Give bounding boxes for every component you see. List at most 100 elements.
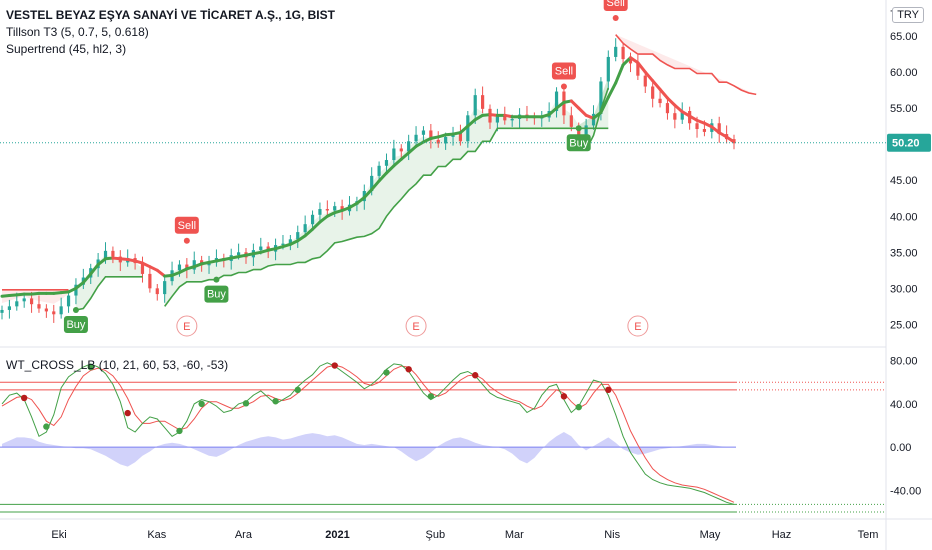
wt-cross-dot xyxy=(405,366,412,373)
time-axis-label: Ara xyxy=(235,529,253,541)
candle-body xyxy=(44,308,48,312)
candle-body xyxy=(444,136,448,144)
candle-body xyxy=(52,311,56,315)
wt-title[interactable]: WT_CROSS_LB (10, 21, 60, 53, -60, -53) xyxy=(6,358,229,372)
wt-cross-dot xyxy=(331,362,338,369)
candle-body xyxy=(466,115,470,142)
candle-body xyxy=(569,115,573,127)
candle-body xyxy=(628,59,633,64)
tillson-t3-segment xyxy=(651,79,662,91)
wt-histogram-area xyxy=(2,432,734,467)
candle-body xyxy=(155,288,159,295)
wt-cross-dot xyxy=(43,423,50,430)
candle-body xyxy=(296,232,300,240)
time-axis-label: Mar xyxy=(505,529,524,541)
wt-cross-dot xyxy=(242,400,250,407)
candle-body xyxy=(717,123,721,135)
wt-cross-dot xyxy=(198,400,205,408)
main-legend: VESTEL BEYAZ EŞYA SANAYİ VE TİCARET A.Ş.… xyxy=(6,8,335,56)
wt-cross-dot xyxy=(383,369,390,376)
candle-body xyxy=(37,304,41,309)
buy-signal-label: Buy xyxy=(569,137,588,149)
currency-badge[interactable]: TRY xyxy=(892,7,924,23)
candle-body xyxy=(584,125,588,143)
wt-cross-dot xyxy=(124,409,131,417)
candle-body xyxy=(22,298,26,302)
candle-body xyxy=(237,252,241,256)
last-price-badge xyxy=(887,133,931,152)
candle-body xyxy=(458,133,463,142)
candle-body xyxy=(111,250,115,257)
candle-body xyxy=(66,295,71,307)
candle-body xyxy=(429,130,433,140)
candle-body xyxy=(503,115,507,121)
candle-body xyxy=(680,111,684,120)
wt-cross-dot xyxy=(20,394,28,402)
time-axis-label: Tem xyxy=(858,529,879,541)
candle-body xyxy=(665,103,670,114)
price-tick-label: 40.00 xyxy=(890,211,918,223)
buy-signal-dot xyxy=(72,306,79,313)
sell-signal-badge xyxy=(551,62,576,80)
tillson-t3-segment xyxy=(384,164,396,175)
wt-cross-dot xyxy=(560,393,568,400)
sell-signal-badge xyxy=(174,216,199,234)
candle-body xyxy=(192,260,196,270)
tillson-t3-segment xyxy=(355,196,366,205)
sell-signal-dot xyxy=(183,237,190,244)
tillson-t3-segment xyxy=(643,70,655,83)
candle-body xyxy=(281,243,285,246)
candle-body xyxy=(177,264,182,271)
candle-body xyxy=(599,81,603,114)
wt-cross-dot xyxy=(472,372,479,379)
candle-body xyxy=(318,209,322,215)
candle-body xyxy=(606,56,610,82)
candle-body xyxy=(377,165,381,176)
price-tick-label: 60.00 xyxy=(890,67,918,79)
candle-body xyxy=(148,273,152,289)
candle-body xyxy=(29,298,34,305)
buy-signal-dot xyxy=(213,276,220,283)
wt-tick-label: 0.00 xyxy=(890,442,911,454)
candle-body xyxy=(614,46,618,57)
tillson-t3-segment xyxy=(658,87,669,100)
tillson-t3-segment xyxy=(311,220,322,231)
candle-body xyxy=(310,214,315,225)
supertrend-line xyxy=(164,127,609,307)
time-axis-label: Şub xyxy=(426,529,446,541)
tillson-t3-segment xyxy=(569,99,581,110)
candle-body xyxy=(695,123,699,130)
price-tick-label: 55.00 xyxy=(890,103,918,115)
indicator-tillson[interactable]: Tillson T3 (5, 0.7, 5, 0.618) xyxy=(6,25,149,39)
tillson-t3-segment xyxy=(621,56,632,67)
wt-tick-label: 40.00 xyxy=(890,399,918,411)
indicator-supertrend[interactable]: Supertrend (45, hl2, 3) xyxy=(6,42,127,56)
candle-body xyxy=(481,95,485,109)
wt-cross-dot xyxy=(87,363,94,371)
sell-signal-label: Sell xyxy=(178,220,196,232)
candle-body xyxy=(436,139,440,144)
buy-signal-badge xyxy=(204,285,229,303)
tillson-t3-segment xyxy=(614,63,625,85)
tillson-t3-segment xyxy=(362,188,374,200)
time-axis-label: 2021 xyxy=(325,529,349,541)
candle-body xyxy=(185,264,189,270)
supertrend-line xyxy=(615,34,757,96)
wt-cross-dot xyxy=(575,403,582,411)
tillson-t3-segment xyxy=(392,157,403,168)
last-price-label: 50.20 xyxy=(892,138,920,150)
earnings-marker xyxy=(176,315,198,337)
chart-title: VESTEL BEYAZ EŞYA SANAYİ VE TİCARET A.Ş.… xyxy=(6,8,335,22)
tillson-t3-segment xyxy=(555,100,566,110)
wt2-line xyxy=(1,364,735,503)
time-axis-label: Nis xyxy=(604,529,620,541)
candle-body xyxy=(303,224,307,233)
tillson-t3-segment xyxy=(370,179,381,192)
sell-signal-dot xyxy=(560,83,567,90)
tillson-t3-segment xyxy=(399,151,411,161)
candle-body xyxy=(259,246,263,251)
buy-signal-label: Buy xyxy=(66,319,85,331)
buy-signal-badge xyxy=(63,315,88,333)
wt-cross-dot xyxy=(605,386,612,394)
